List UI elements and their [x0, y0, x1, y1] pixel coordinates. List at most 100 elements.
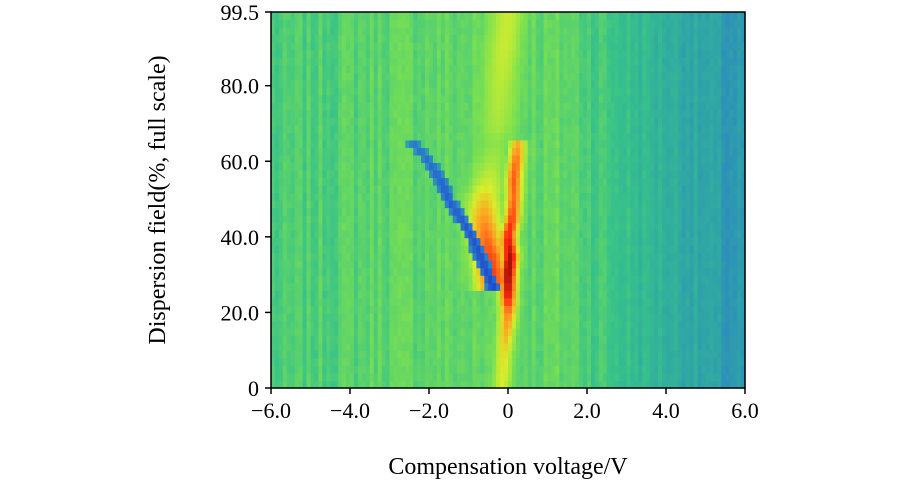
heatmap-cell — [701, 335, 707, 344]
heatmap-cell — [322, 79, 327, 88]
heatmap-cell — [425, 132, 430, 141]
heatmap-cell — [681, 162, 687, 171]
heatmap-cell — [286, 335, 292, 344]
heatmap-cell — [338, 282, 343, 291]
heatmap-cell — [598, 222, 604, 231]
heatmap-cell — [535, 200, 541, 209]
heatmap-cell — [282, 327, 288, 336]
heatmap-cell — [579, 252, 584, 261]
heatmap-cell — [393, 147, 398, 156]
heatmap-cell — [353, 177, 359, 186]
heatmap-cell — [646, 94, 651, 103]
heatmap-cell — [278, 124, 284, 133]
heatmap-cell — [539, 169, 545, 179]
heatmap-cell — [634, 320, 639, 329]
heatmap-cell — [365, 365, 371, 374]
heatmap-cell — [508, 335, 513, 344]
heatmap-cell — [681, 260, 687, 269]
heatmap-cell — [642, 124, 647, 133]
heatmap-cell — [575, 252, 580, 261]
heatmap-cell — [733, 335, 738, 344]
heatmap-cell — [511, 102, 517, 111]
heatmap-cell — [468, 147, 474, 156]
heatmap-cell — [579, 290, 584, 299]
heatmap-cell — [685, 192, 691, 201]
heatmap-cell — [610, 380, 616, 389]
heatmap-cell — [515, 177, 521, 186]
heatmap-cell — [286, 380, 292, 389]
heatmap-cell — [334, 184, 339, 194]
heatmap-cell — [725, 215, 730, 224]
heatmap-cell — [286, 109, 292, 118]
heatmap-cell — [650, 124, 655, 133]
heatmap-cell — [381, 87, 387, 96]
heatmap-cell — [504, 267, 509, 276]
heatmap-cell — [294, 79, 300, 88]
heatmap-cell — [500, 102, 505, 111]
heatmap-cell — [622, 365, 628, 374]
heatmap-cell — [381, 350, 387, 359]
heatmap-cell — [282, 109, 288, 118]
heatmap-cell — [642, 109, 647, 118]
heatmap-cell — [377, 260, 383, 269]
heatmap-cell — [614, 327, 620, 336]
heatmap-cell — [594, 245, 600, 254]
heatmap-cell — [389, 184, 395, 194]
heatmap-cell — [725, 365, 730, 374]
heatmap-cell — [346, 79, 351, 88]
heatmap-cell — [444, 162, 450, 171]
heatmap-cell — [456, 252, 462, 261]
heatmap-cell — [523, 380, 529, 389]
heatmap-cell — [527, 177, 533, 186]
heatmap-cell — [326, 290, 331, 299]
heatmap-cell — [559, 335, 564, 344]
heatmap-cell — [642, 215, 647, 224]
heatmap-cell — [614, 357, 620, 367]
heatmap-cell — [429, 102, 434, 111]
heatmap-cell — [314, 275, 319, 284]
heatmap-cell — [685, 372, 691, 382]
heatmap-cell — [551, 305, 556, 314]
heatmap-cell — [338, 342, 343, 351]
heatmap-cell — [685, 267, 691, 276]
heatmap-cell — [306, 139, 312, 148]
heatmap-cell — [515, 124, 521, 133]
heatmap-cell — [634, 260, 639, 269]
heatmap-cell — [310, 162, 316, 171]
heatmap-cell — [650, 305, 655, 314]
heatmap-cell — [717, 79, 722, 88]
heatmap-cell — [330, 222, 335, 231]
heatmap-cell — [508, 260, 513, 269]
heatmap-cell — [523, 230, 529, 239]
heatmap-cell — [539, 230, 545, 239]
heatmap-cell — [294, 357, 300, 367]
heatmap-cell — [377, 380, 383, 389]
heatmap-cell — [638, 215, 643, 224]
heatmap-cell — [642, 252, 647, 261]
heatmap-cell — [689, 215, 695, 224]
heatmap-cell — [373, 275, 379, 284]
heatmap-cell — [717, 109, 722, 118]
heatmap-cell — [535, 372, 541, 382]
heatmap-cell — [274, 162, 280, 171]
heatmap-cell — [666, 154, 671, 163]
heatmap-cell — [318, 290, 323, 299]
heatmap-cell — [334, 124, 339, 133]
heatmap-cell — [500, 320, 505, 329]
heatmap-cell — [464, 327, 470, 336]
heatmap-cell — [405, 297, 410, 306]
heatmap-cell — [590, 230, 596, 239]
heatmap-cell — [484, 169, 489, 179]
heatmap-cell — [338, 245, 343, 254]
heatmap-cell — [508, 215, 513, 224]
heatmap-cell — [488, 200, 493, 209]
heatmap-cell — [559, 275, 564, 284]
heatmap-cell — [405, 320, 410, 329]
heatmap-cell — [669, 162, 675, 171]
heatmap-cell — [385, 290, 391, 299]
heatmap-cell — [666, 275, 671, 284]
heatmap-cell — [338, 102, 343, 111]
heatmap-cell — [638, 177, 643, 186]
heatmap-cell — [741, 192, 746, 201]
heatmap-cell — [594, 79, 600, 88]
